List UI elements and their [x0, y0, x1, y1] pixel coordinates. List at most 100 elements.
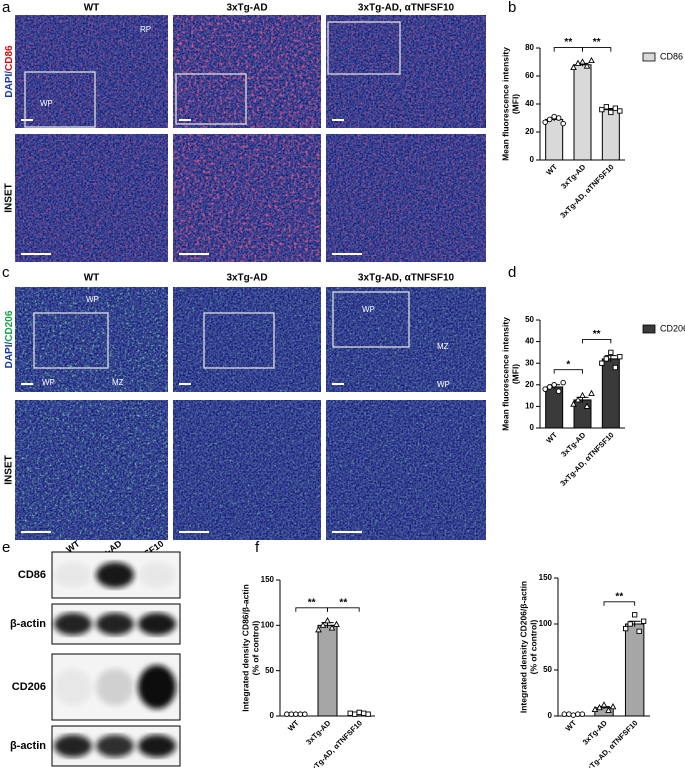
data-point — [600, 701, 608, 708]
stain-part: DAPI/ — [4, 71, 15, 98]
panel-letter: b — [508, 0, 516, 16]
data-point — [579, 391, 586, 399]
y-tick-label: 150 — [539, 573, 553, 582]
error-bar — [628, 620, 641, 627]
data-point — [599, 106, 605, 113]
x-tick-label: WT — [544, 430, 559, 445]
micrograph-signal — [326, 15, 486, 128]
y-tick-label: 100 — [261, 620, 275, 629]
data-point — [347, 710, 353, 716]
column-label: WT — [84, 3, 100, 14]
significance-label: ** — [593, 329, 601, 340]
data-point — [566, 711, 572, 717]
bar — [573, 64, 592, 161]
inset-label: INSET — [4, 183, 15, 212]
data-point — [542, 119, 548, 125]
x-tick-label: 3xTg-AD — [559, 162, 588, 191]
region-label: MZ — [112, 378, 124, 387]
x-tick-label: 3xTg-AD — [581, 718, 610, 747]
data-point — [583, 402, 591, 409]
data-point — [603, 104, 609, 110]
data-point — [570, 712, 577, 718]
y-tick-label: 150 — [261, 575, 275, 584]
significance-label: ** — [308, 597, 316, 608]
y-axis-label: Mean fluorescence intensity — [500, 317, 510, 431]
column-label: WT — [84, 273, 100, 284]
data-point — [319, 621, 327, 628]
data-point — [627, 621, 633, 627]
inset-label: INSET — [4, 455, 15, 484]
panel-letter: c — [2, 264, 10, 281]
data-point — [297, 711, 304, 717]
error-bar — [604, 355, 617, 363]
significance-bracket — [553, 369, 583, 374]
data-point — [623, 625, 629, 632]
x-tick-label: 3xTg-AD, αTNFSF10 — [307, 718, 364, 768]
significance-label: ** — [339, 597, 347, 608]
data-point — [579, 58, 586, 65]
micrograph-signal — [15, 400, 168, 540]
region-label: WP — [86, 295, 99, 304]
legend-label: CD86 — [660, 51, 683, 61]
y-axis-label: (MFI) — [510, 364, 520, 384]
data-point — [575, 711, 581, 717]
micrograph-signal — [173, 15, 321, 128]
column-label: 3xTg-AD — [226, 3, 267, 14]
blot-row-label: β-actin — [10, 740, 46, 752]
blot-row-label: CD206 — [12, 681, 46, 693]
column-label: 3xTg-AD, αTNFSF10 — [358, 273, 455, 284]
inset-box — [203, 312, 275, 369]
y-tick-label: 0 — [548, 711, 553, 720]
data-point — [608, 349, 614, 356]
data-point — [302, 711, 308, 717]
micrograph-signal — [326, 134, 486, 262]
region-label: WP — [40, 99, 53, 108]
data-point — [632, 612, 638, 618]
y-tick-label: 0 — [530, 155, 535, 164]
data-point — [551, 382, 557, 388]
y-axis-label: Integrated density CD86/β-actin — [240, 584, 250, 712]
data-point — [617, 354, 623, 360]
significance-bracket — [327, 607, 360, 612]
y-tick-label: 0 — [530, 423, 535, 432]
data-point — [641, 618, 647, 624]
y-axis-label: (% of control) — [528, 619, 538, 674]
bar — [545, 118, 564, 161]
significance-label: * — [566, 359, 570, 370]
micrograph-signal — [326, 400, 486, 540]
x-tick-label: 3xTg-AD, αTNFSF10 — [582, 718, 639, 768]
y-axis-label: Mean fluorescence intensity — [500, 47, 510, 161]
inset-box — [24, 71, 96, 128]
data-point — [608, 109, 614, 116]
y-tick-label: 0 — [270, 711, 275, 720]
data-point — [588, 389, 595, 396]
x-tick-label: WT — [286, 718, 301, 733]
data-point — [293, 711, 299, 717]
data-point — [579, 711, 586, 717]
panel-letter: d — [508, 264, 516, 281]
stain-label: DAPI/CD86 — [4, 45, 15, 98]
blot-band — [138, 665, 176, 709]
data-point — [561, 711, 568, 717]
blot-row-label: CD86 — [18, 569, 46, 581]
y-tick-label: 60 — [525, 71, 534, 80]
data-point — [588, 56, 595, 64]
bar — [573, 399, 592, 429]
x-tick-label: WT — [544, 162, 559, 177]
data-point — [288, 711, 295, 717]
bar — [317, 624, 338, 717]
significance-label: ** — [615, 591, 623, 602]
region-label: WP — [437, 380, 450, 389]
blot-band — [138, 734, 176, 758]
panel-letter: f — [255, 539, 260, 556]
stain-label: DAPI/CD206 — [4, 310, 15, 368]
significance-bracket — [582, 47, 612, 52]
data-point — [551, 113, 557, 120]
data-point — [599, 360, 605, 366]
bar — [624, 623, 645, 717]
region-label: WP — [362, 305, 375, 314]
panel-letter: e — [2, 539, 10, 556]
y-tick-label: 20 — [525, 380, 534, 389]
data-point — [328, 624, 336, 631]
